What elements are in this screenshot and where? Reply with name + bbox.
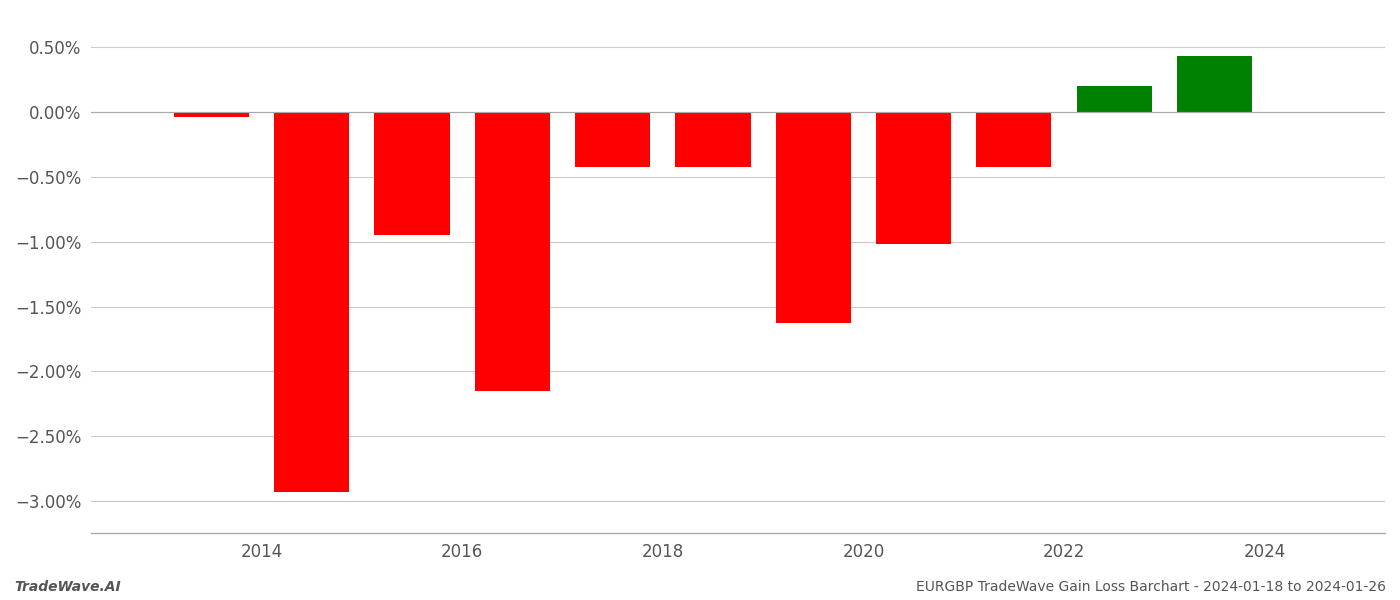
Text: EURGBP TradeWave Gain Loss Barchart - 2024-01-18 to 2024-01-26: EURGBP TradeWave Gain Loss Barchart - 20…	[916, 580, 1386, 594]
Bar	[976, 112, 1051, 167]
Text: TradeWave.AI: TradeWave.AI	[14, 580, 120, 594]
Bar	[374, 112, 449, 235]
Bar	[675, 112, 750, 167]
Bar	[1177, 56, 1252, 112]
Bar	[575, 112, 650, 167]
Bar	[776, 112, 851, 323]
Bar	[876, 112, 951, 244]
Bar	[1077, 86, 1152, 112]
Bar	[274, 112, 350, 492]
Bar	[475, 112, 550, 391]
Bar	[174, 112, 249, 118]
